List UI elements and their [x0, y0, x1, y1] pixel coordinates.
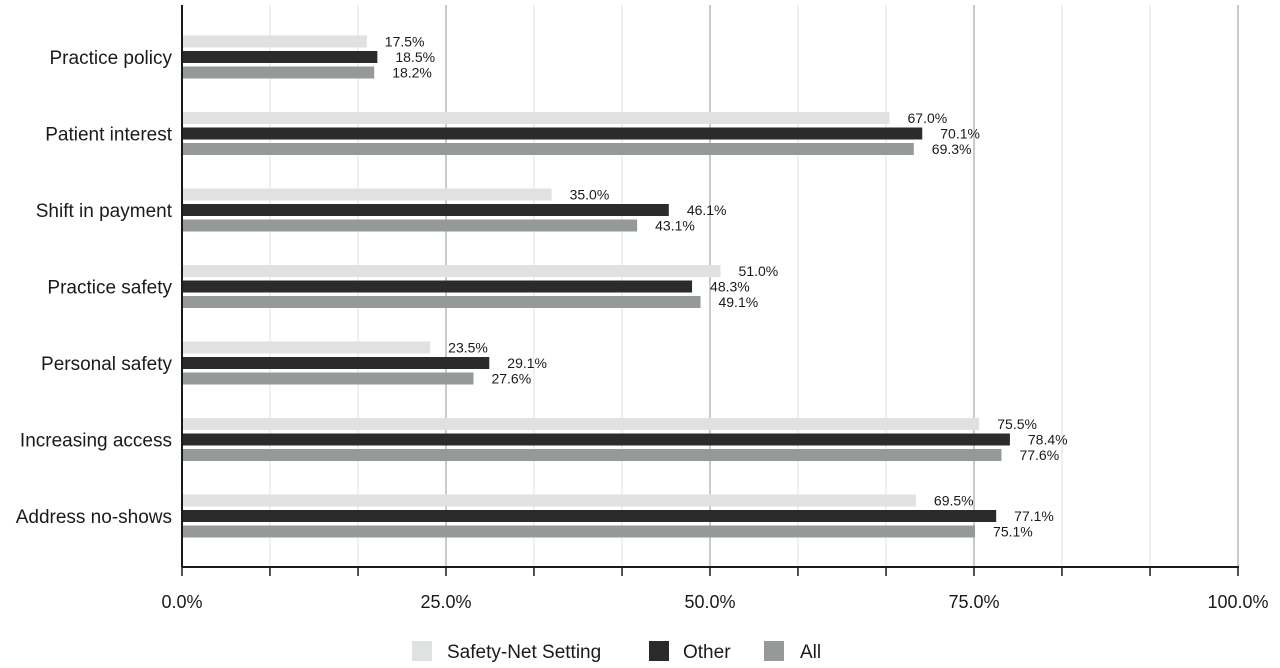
x-tick-label: 100.0%: [1207, 592, 1268, 612]
data-label: 49.1%: [718, 294, 758, 310]
category-label: Practice policy: [50, 48, 173, 69]
data-label: 18.2%: [392, 65, 432, 81]
bar: [182, 219, 638, 232]
data-label: 70.1%: [940, 126, 980, 142]
data-label: 18.5%: [395, 49, 435, 65]
bar: [182, 51, 378, 63]
bar: [182, 525, 976, 538]
bar: [182, 510, 997, 522]
data-label: 23.5%: [448, 340, 488, 356]
category-label: Practice safety: [47, 278, 172, 299]
data-label: 27.6%: [491, 371, 531, 387]
legend-label: Safety-Net Setting: [447, 642, 601, 663]
bar: [182, 127, 923, 140]
category-label: Increasing access: [20, 431, 172, 452]
data-label: 77.1%: [1014, 508, 1054, 524]
bar: [182, 265, 721, 277]
legend-label: Other: [683, 642, 731, 663]
bar: [182, 341, 431, 354]
data-label: 75.5%: [997, 416, 1037, 432]
bar: [182, 494, 916, 507]
x-tick-label: 25.0%: [420, 592, 471, 612]
data-label: 67.0%: [908, 110, 948, 126]
data-label: 43.1%: [655, 218, 695, 234]
legend-label: All: [800, 642, 821, 663]
bar: [182, 418, 980, 430]
bar: [182, 433, 1010, 446]
data-label: 48.3%: [710, 279, 750, 295]
bar: [182, 280, 693, 293]
data-label: 35.0%: [570, 187, 610, 203]
bar: [182, 296, 701, 308]
data-label: 29.1%: [507, 355, 547, 371]
data-label: 17.5%: [385, 34, 425, 50]
legend-swatch: [764, 641, 784, 661]
x-tick-label: 0.0%: [161, 592, 202, 612]
data-label: 69.3%: [932, 141, 972, 157]
bar: [182, 112, 890, 124]
category-label: Patient interest: [45, 125, 172, 146]
bar: [182, 188, 552, 201]
category-label: Personal safety: [41, 354, 172, 375]
legend-swatch: [649, 641, 669, 661]
data-label: 78.4%: [1028, 432, 1068, 448]
axis-layer: Practice policy Patient interest Shift in …: [16, 5, 1269, 612]
data-label: 75.1%: [993, 524, 1033, 540]
x-tick-label: 50.0%: [684, 592, 735, 612]
x-tick-label: 75.0%: [948, 592, 999, 612]
data-label: 51.0%: [739, 263, 779, 279]
bar: [182, 449, 1002, 461]
data-label: 77.6%: [1019, 447, 1059, 463]
bar: [182, 204, 669, 216]
bar: [182, 66, 375, 79]
data-label: 69.5%: [934, 493, 974, 509]
legend: Safety-Net Setting Other All: [412, 641, 821, 663]
category-label: Shift in payment: [36, 201, 173, 222]
bar: [182, 143, 914, 155]
bars-layer: 17.5%18.5%18.2% 67.0%70.1%69.3% 35.0% 46.1%…: [182, 34, 1068, 540]
bar: [182, 35, 367, 48]
data-label: 46.1%: [687, 202, 727, 218]
category-label: Address no-shows: [16, 507, 172, 528]
legend-swatch: [412, 641, 432, 661]
bar: [182, 372, 474, 385]
bar: [182, 357, 490, 369]
